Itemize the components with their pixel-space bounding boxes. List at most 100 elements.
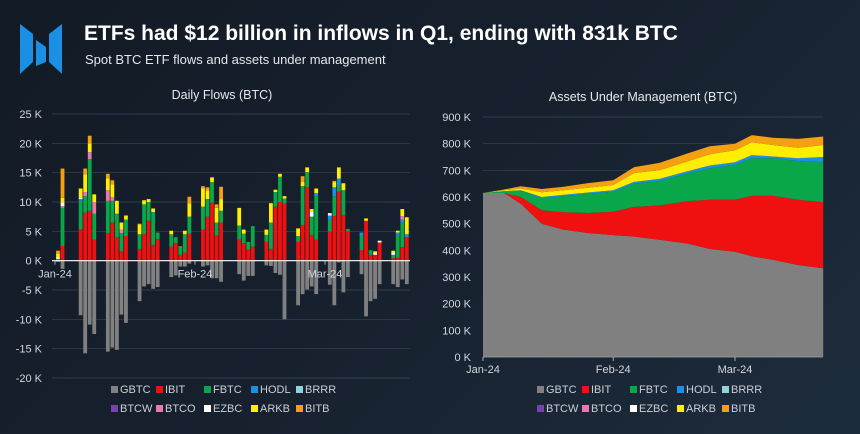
bar-ibit [105,233,110,261]
bar-fbtc [327,219,332,232]
y-tick-label: 0 K [25,256,42,268]
x-tick-label: Feb-24 [596,364,631,376]
bar-gbtc [187,260,192,264]
area-arkb [483,142,824,197]
bar-ibit [341,214,346,261]
bar-arkb [404,217,409,235]
bar-ibit [314,239,319,261]
bar-gbtc [377,260,382,285]
x-tick-label: Mar-24 [308,269,343,281]
bar-gbtc [332,260,337,306]
bar-ibit [201,229,205,261]
bar-arkb [92,194,97,202]
chart-title: Assets Under Management (BTC) [549,90,737,104]
bar-gbtc [273,260,278,273]
bar-btco [110,197,115,201]
bar-gbtc [78,260,83,316]
bar-gbtc [282,260,287,320]
bar-fbtc [178,247,183,255]
bar-arkb [391,250,396,253]
bar-fbtc [368,250,373,255]
bar-fbtc [305,172,310,188]
y-tick-label: 15 K [19,168,42,180]
bar-arkb [210,177,214,183]
legend-item-ibit: IBIT [156,384,185,396]
bar-gbtc [151,260,156,289]
bar-fbtc [187,216,192,234]
legend-label: FBTC [213,384,242,396]
legend-swatch [111,405,118,412]
legend-item-ezbc: EZBC [630,403,668,415]
bar-fbtc [341,190,346,215]
bar-arkb [78,188,83,198]
legend-item-hodl: HODL [677,384,717,396]
bar-fbtc [151,211,156,245]
legend-item-gbtc: GBTC [111,384,151,396]
bar-arkb [219,199,223,211]
logo [20,24,62,74]
legend-swatch [251,386,258,393]
legend-swatch [722,386,729,393]
bar-fbtc [346,228,350,232]
bar-ibit [151,244,156,261]
area-hodl [483,155,824,199]
bar-gbtc [169,260,174,278]
bar-bitb [332,180,337,183]
bar-hodl [314,193,319,197]
legend-item-fbtc: FBTC [204,384,242,396]
bar-bitb [201,186,205,189]
bar-ibit [305,187,310,261]
bar-gbtc [237,260,242,275]
bar-fbtc [400,222,405,248]
legend-item-btcw: BTCW [537,403,579,415]
bar-fbtc [250,226,255,247]
bar-ibit [246,249,251,261]
bar-gbtc [309,260,314,287]
bar-arkb [114,200,119,214]
y-tick-label: 900 K [442,112,471,124]
bar-ibit [332,216,337,261]
bar-fbtc [278,176,282,202]
bar-ezbc [391,252,396,255]
chart-title: Daily Flows (BTC) [172,88,273,102]
bar-arkb [119,222,124,230]
bar-arkb [83,174,88,193]
area-bitb [483,135,824,193]
bar-fbtc [169,234,174,247]
legend-swatch [722,405,729,412]
bar-btco [92,202,97,214]
bar-ibit [237,239,242,261]
bar-gbtc [119,260,124,315]
legend-swatch [582,405,589,412]
page-subtitle: Spot BTC ETF flows and assets under mana… [85,52,386,67]
daily-flows-chart: Daily Flows (BTC) 25 K 20 K 15 K 10 K 5 K 0 K… [16,88,410,415]
legend-swatch [204,386,211,393]
bar-fbtc [314,196,319,240]
bar-ibit [336,191,341,261]
bar-bitb [205,187,210,191]
bar-gbtc [327,260,332,285]
bar-hodl [327,215,332,220]
bar-ibit [404,237,409,261]
bar-ezbc [60,202,65,207]
bar-gbtc [368,260,373,302]
bar-gbtc [359,260,364,275]
legend-swatch [296,405,303,412]
bar-ibit [92,239,97,261]
x-tick-label: Jan-24 [38,269,72,281]
legend-swatch [582,386,589,393]
bar-bitb [105,173,110,179]
bar-arkb [400,209,405,217]
bar-fbtc [78,200,83,229]
bar-ibit [368,254,373,261]
bar-fbtc [269,222,273,249]
bar-fbtc [105,200,110,234]
bar-bitb [110,180,115,185]
legend-item-fbtc: FBTC [630,384,668,396]
legend-label: GBTC [120,384,151,396]
bar-gbtc [250,260,255,276]
bar-gbtc [60,260,65,269]
bar-fbtc [146,202,151,221]
bar-gbtc [314,260,319,295]
legend-item-btco: BTCO [582,403,622,415]
